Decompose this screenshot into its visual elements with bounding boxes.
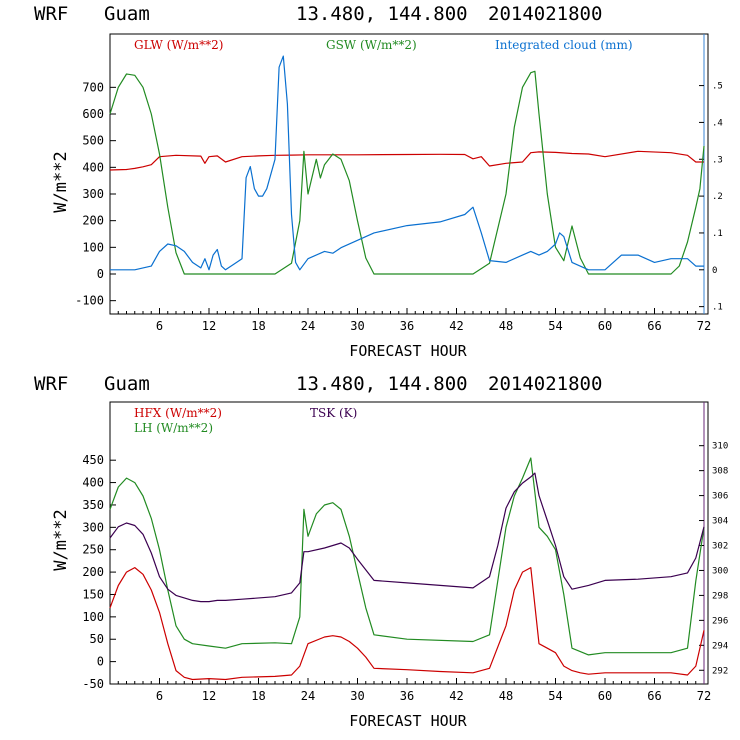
x-tick-label: 54 (548, 319, 562, 333)
series-line-lh (109, 457, 705, 656)
header-coords: 13.480, 144.800 (296, 3, 468, 25)
x-tick-label: 30 (350, 689, 364, 703)
y-tick-label: 50 (90, 632, 104, 646)
y2-tick-label: 308 (712, 467, 728, 477)
y-tick-label: 150 (82, 587, 104, 601)
y2-tick-label: 302 (712, 541, 728, 551)
header-model: WRF (34, 373, 68, 395)
x-tick-label: 18 (251, 319, 265, 333)
y-tick-label: 600 (82, 107, 104, 121)
y2-tick-label: .5 (712, 82, 723, 92)
header-site: Guam (104, 3, 150, 25)
x-axis-label: FORECAST HOUR (349, 712, 467, 730)
x-tick-label: 6 (156, 319, 163, 333)
x-tick-label: 42 (449, 319, 463, 333)
y2-tick-label: 300 (712, 566, 728, 576)
y-tick-label: 400 (82, 160, 104, 174)
chart-2: 6 12 18 24 30 36 42 48 54 60 66 72 -50 0 50 100 150 200 2… (51, 401, 728, 730)
y2-tick-label: .1 (712, 229, 723, 239)
x-tick-label: 36 (400, 689, 414, 703)
y2-tick-label: 298 (712, 591, 728, 601)
y-tick-label: -100 (75, 294, 104, 308)
x-axis-label: FORECAST HOUR (349, 342, 467, 360)
y-tick-label: 200 (82, 214, 104, 228)
y2-tick-label: .2 (712, 192, 723, 202)
legend-cloud: Integrated cloud (mm) (495, 38, 633, 52)
x-tick-label: 12 (202, 319, 216, 333)
y-tick-label: 200 (82, 565, 104, 579)
header-run: 2014021800 (488, 3, 602, 25)
y-axis-label: W/m**2 (51, 151, 71, 212)
y-tick-label: 400 (82, 476, 104, 490)
plot-frame (109, 33, 709, 315)
x-tick-label: 72 (697, 319, 711, 333)
x-tick-label: 36 (400, 319, 414, 333)
x-tick-label: 60 (598, 319, 612, 333)
y2-tick-label: 292 (712, 666, 728, 676)
x-tick-label: 12 (202, 689, 216, 703)
y-tick-label: 300 (82, 520, 104, 534)
x-tick-label: 54 (548, 689, 562, 703)
x-tick-label: 66 (647, 689, 661, 703)
header-run: 2014021800 (488, 373, 602, 395)
legend-gsw: GSW (W/m**2) (326, 38, 417, 52)
series-line-hfx (109, 566, 705, 681)
y-tick-label: 0 (97, 267, 104, 281)
y2-tick-label: 294 (712, 641, 728, 651)
y-tick-label: -50 (82, 677, 104, 691)
x-tick-label: 24 (301, 319, 315, 333)
legend-tsk: TSK (K) (310, 406, 357, 420)
y-tick-label: 100 (82, 240, 104, 254)
series-line-integrated (110, 55, 704, 271)
x-tick-label: 18 (251, 689, 265, 703)
header-model: WRF (34, 3, 68, 25)
y2-tick-label: 296 (712, 616, 728, 626)
x-tick-label: 60 (598, 689, 612, 703)
series-line-gsw (109, 70, 705, 275)
legend-lh: LH (W/m**2) (134, 421, 213, 435)
y-tick-label: 250 (82, 543, 104, 557)
header-site: Guam (104, 373, 150, 395)
y2-tick-label: .4 (712, 118, 723, 128)
legend-hfx: HFX (W/m**2) (134, 406, 222, 420)
y2-tick-label: 0 (712, 266, 717, 276)
y2-tick-label: 306 (712, 492, 728, 502)
x-tick-label: 48 (499, 319, 513, 333)
x-tick-label: 48 (499, 689, 513, 703)
y2-tick-label: .3 (712, 155, 723, 165)
y2-tick-label: 304 (712, 517, 728, 527)
y-tick-label: 450 (82, 453, 104, 467)
y2-tick-label: .1 (712, 303, 723, 313)
legend-glw: GLW (W/m**2) (134, 38, 223, 52)
x-tick-label: 6 (156, 689, 163, 703)
series-line-glw (109, 150, 704, 171)
plot-frame (109, 401, 709, 685)
x-tick-label: 24 (301, 689, 315, 703)
y-tick-label: 100 (82, 610, 104, 624)
x-tick-label: 42 (449, 689, 463, 703)
header-coords: 13.480, 144.800 (296, 373, 468, 395)
x-tick-label: 30 (350, 319, 364, 333)
y2-tick-label: 310 (712, 442, 728, 452)
y-tick-label: 350 (82, 498, 104, 512)
y-tick-label: 0 (97, 655, 104, 669)
y-tick-label: 700 (82, 80, 104, 94)
chart-1: 6 12 18 24 30 36 42 48 54 60 66 72 -100 0 100 200 300 40… (51, 33, 723, 360)
x-tick-label: 66 (647, 319, 661, 333)
y-tick-label: 500 (82, 134, 104, 148)
y-tick-label: 300 (82, 187, 104, 201)
x-tick-label: 72 (697, 689, 711, 703)
series-line-tsk (109, 472, 705, 603)
y-axis-label: W/m**2 (51, 509, 71, 570)
